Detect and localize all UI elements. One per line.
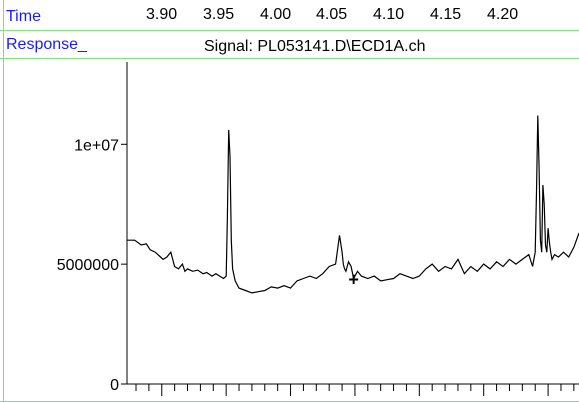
time-tick-label: 4.20: [487, 6, 519, 23]
response-label: Response_: [6, 36, 87, 53]
header-divider: [0, 30, 579, 31]
time-tick-label: 4.15: [430, 6, 462, 23]
y-tick-label: 1e+07: [74, 137, 119, 154]
frame-left-border: [3, 0, 4, 402]
time-label: Time: [6, 8, 41, 25]
y-tick-label: 0: [110, 377, 119, 394]
signal-title: Signal: PL053141.D\ECD1A.ch: [204, 38, 426, 55]
time-tick-label: 4.05: [316, 6, 348, 23]
time-tick-label: 4.00: [260, 6, 292, 23]
y-tick-label: 5000000: [57, 257, 119, 274]
header-divider-lower: [0, 58, 579, 59]
time-tick-label: 4.10: [373, 6, 405, 23]
time-tick-label: 3.90: [146, 6, 178, 23]
time-tick-label: 3.95: [203, 6, 235, 23]
signal-trace: [127, 115, 579, 294]
cursor-marker: +: [348, 270, 359, 290]
